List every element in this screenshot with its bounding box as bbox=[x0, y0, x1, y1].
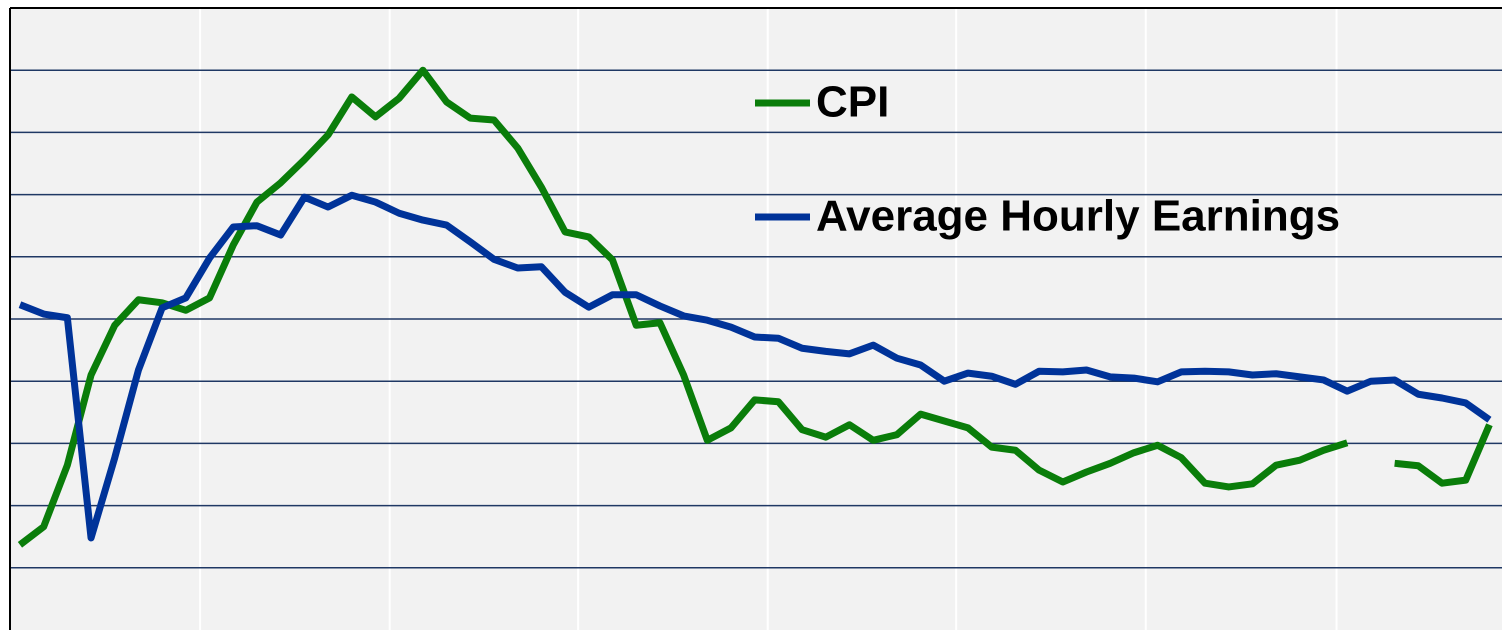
series-line bbox=[18, 191, 1492, 542]
legend-label: Average Hourly Earnings bbox=[816, 192, 1340, 241]
legend-label: CPI bbox=[816, 78, 889, 127]
series-line bbox=[17, 66, 1493, 548]
